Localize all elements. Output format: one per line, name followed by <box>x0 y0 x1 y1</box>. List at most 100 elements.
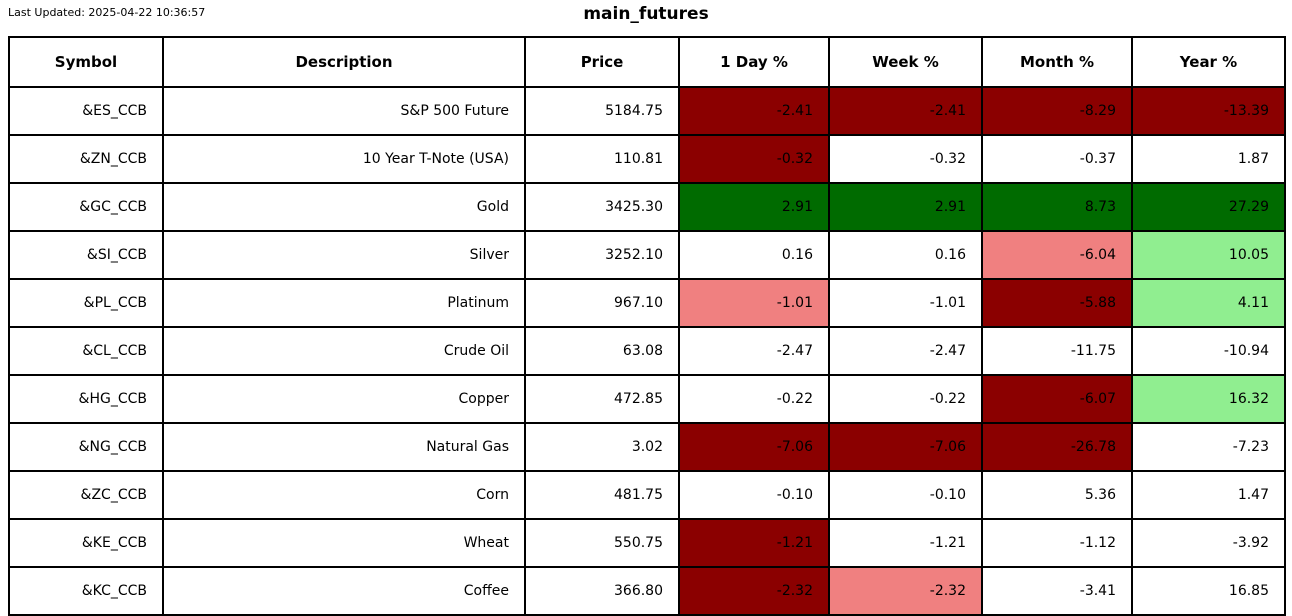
description-cell: Wheat <box>162 518 526 568</box>
table-body: &ES_CCB S&P 500 Future 5184.75 -2.41 -2.41 -8… <box>8 86 1286 616</box>
pct-cell: 10.05 <box>1131 230 1286 280</box>
price-cell: 481.75 <box>524 470 680 520</box>
symbol-cell: &ES_CCB <box>8 86 164 136</box>
table-row: &CL_CCB Crude Oil 63.08 -2.47 -2.47 -11.75 -10… <box>8 326 1286 376</box>
pct-cell: -7.23 <box>1131 422 1286 472</box>
symbol-cell: &NG_CCB <box>8 422 164 472</box>
description-cell: Platinum <box>162 278 526 328</box>
pct-cell: -6.04 <box>981 230 1133 280</box>
description-cell: S&P 500 Future <box>162 86 526 136</box>
pct-cell: -0.37 <box>981 134 1133 184</box>
pct-cell: -0.32 <box>828 134 983 184</box>
pct-cell: -10.94 <box>1131 326 1286 376</box>
pct-cell: -0.32 <box>678 134 830 184</box>
column-header-symbol: Symbol <box>8 36 164 88</box>
pct-cell: -7.06 <box>828 422 983 472</box>
symbol-cell: &ZN_CCB <box>8 134 164 184</box>
pct-cell: -1.01 <box>678 278 830 328</box>
pct-cell: -11.75 <box>981 326 1133 376</box>
symbol-cell: &HG_CCB <box>8 374 164 424</box>
symbol-cell: &PL_CCB <box>8 278 164 328</box>
table-row: &ZC_CCB Corn 481.75 -0.10 -0.10 5.36 1.47 <box>8 470 1286 520</box>
description-cell: Gold <box>162 182 526 232</box>
header-row: Symbol Description Price 1 Day % Week % Month… <box>8 36 1286 88</box>
price-cell: 967.10 <box>524 278 680 328</box>
pct-cell: -1.01 <box>828 278 983 328</box>
price-cell: 63.08 <box>524 326 680 376</box>
pct-cell: -2.32 <box>678 566 830 616</box>
symbol-cell: &CL_CCB <box>8 326 164 376</box>
pct-cell: -2.47 <box>678 326 830 376</box>
pct-cell: 16.32 <box>1131 374 1286 424</box>
pct-cell: -3.41 <box>981 566 1133 616</box>
column-header-description: Description <box>162 36 526 88</box>
last-updated-timestamp: Last Updated: 2025-04-22 10:36:57 <box>8 6 206 19</box>
pct-cell: 8.73 <box>981 182 1133 232</box>
pct-cell: 1.87 <box>1131 134 1286 184</box>
column-header-1-day: 1 Day % <box>678 36 830 88</box>
pct-cell: -1.21 <box>678 518 830 568</box>
table-row: &NG_CCB Natural Gas 3.02 -7.06 -7.06 -26.78 -7… <box>8 422 1286 472</box>
description-cell: 10 Year T-Note (USA) <box>162 134 526 184</box>
symbol-cell: &ZC_CCB <box>8 470 164 520</box>
description-cell: Natural Gas <box>162 422 526 472</box>
description-cell: Silver <box>162 230 526 280</box>
description-cell: Crude Oil <box>162 326 526 376</box>
symbol-cell: &GC_CCB <box>8 182 164 232</box>
symbol-cell: &KC_CCB <box>8 566 164 616</box>
page-title: main_futures <box>583 4 709 24</box>
price-cell: 366.80 <box>524 566 680 616</box>
table-row: &KE_CCB Wheat 550.75 -1.21 -1.21 -1.12 -3.92 <box>8 518 1286 568</box>
pct-cell: -0.10 <box>828 470 983 520</box>
table-row: &ZN_CCB 10 Year T-Note (USA) 110.81 -0.32 -0… <box>8 134 1286 184</box>
pct-cell: -2.32 <box>828 566 983 616</box>
table-row: &PL_CCB Platinum 967.10 -1.01 -1.01 -5.88 4.11 <box>8 278 1286 328</box>
pct-cell: -0.22 <box>678 374 830 424</box>
column-header-week: Week % <box>828 36 983 88</box>
price-cell: 3425.30 <box>524 182 680 232</box>
table-row: &GC_CCB Gold 3425.30 2.91 2.91 8.73 27.29 <box>8 182 1286 232</box>
pct-cell: 0.16 <box>678 230 830 280</box>
pct-cell: -2.41 <box>678 86 830 136</box>
table-row: &SI_CCB Silver 3252.10 0.16 0.16 -6.04 10.05 <box>8 230 1286 280</box>
table-row: &HG_CCB Copper 472.85 -0.22 -0.22 -6.07 16.32 <box>8 374 1286 424</box>
symbol-cell: &KE_CCB <box>8 518 164 568</box>
pct-cell: -6.07 <box>981 374 1133 424</box>
price-cell: 3252.10 <box>524 230 680 280</box>
description-cell: Copper <box>162 374 526 424</box>
pct-cell: -0.10 <box>678 470 830 520</box>
pct-cell: -0.22 <box>828 374 983 424</box>
symbol-cell: &SI_CCB <box>8 230 164 280</box>
pct-cell: 2.91 <box>828 182 983 232</box>
price-cell: 110.81 <box>524 134 680 184</box>
pct-cell: -2.41 <box>828 86 983 136</box>
pct-cell: 2.91 <box>678 182 830 232</box>
column-header-year: Year % <box>1131 36 1286 88</box>
futures-table: Symbol Description Price 1 Day % Week % Month… <box>8 36 1286 616</box>
column-header-month: Month % <box>981 36 1133 88</box>
pct-cell: 5.36 <box>981 470 1133 520</box>
pct-cell: -1.12 <box>981 518 1133 568</box>
table-row: &KC_CCB Coffee 366.80 -2.32 -2.32 -3.41 16.85 <box>8 566 1286 616</box>
price-cell: 5184.75 <box>524 86 680 136</box>
pct-cell: 1.47 <box>1131 470 1286 520</box>
pct-cell: -3.92 <box>1131 518 1286 568</box>
pct-cell: 4.11 <box>1131 278 1286 328</box>
pct-cell: -2.47 <box>828 326 983 376</box>
table-row: &ES_CCB S&P 500 Future 5184.75 -2.41 -2.41 -8… <box>8 86 1286 136</box>
description-cell: Corn <box>162 470 526 520</box>
pct-cell: 16.85 <box>1131 566 1286 616</box>
column-header-price: Price <box>524 36 680 88</box>
pct-cell: 0.16 <box>828 230 983 280</box>
pct-cell: 27.29 <box>1131 182 1286 232</box>
description-cell: Coffee <box>162 566 526 616</box>
price-cell: 472.85 <box>524 374 680 424</box>
pct-cell: -7.06 <box>678 422 830 472</box>
pct-cell: -13.39 <box>1131 86 1286 136</box>
pct-cell: -8.29 <box>981 86 1133 136</box>
pct-cell: -5.88 <box>981 278 1133 328</box>
pct-cell: -26.78 <box>981 422 1133 472</box>
pct-cell: -1.21 <box>828 518 983 568</box>
price-cell: 550.75 <box>524 518 680 568</box>
price-cell: 3.02 <box>524 422 680 472</box>
